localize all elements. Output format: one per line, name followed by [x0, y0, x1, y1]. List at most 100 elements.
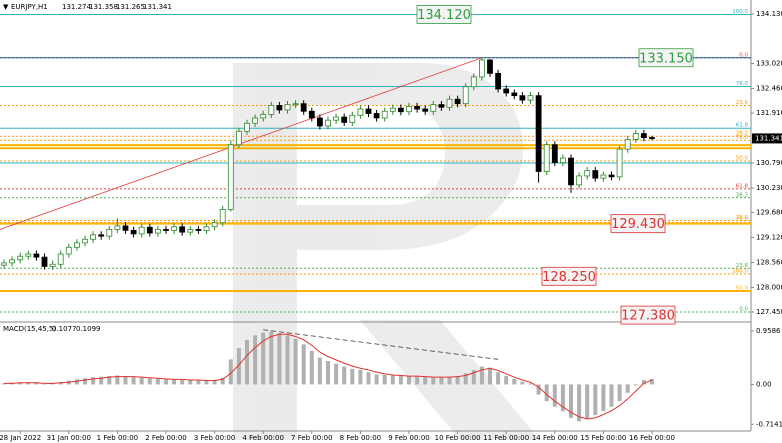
macd-bar [74, 379, 79, 385]
candle-body [454, 98, 461, 105]
x-tick-label: 28 Jan 2022 [0, 434, 41, 442]
candle-body [551, 144, 558, 163]
header: ▼ EURJPY,H1 131.274 131.358 131.265 131.… [3, 3, 172, 11]
candle-body [397, 107, 404, 113]
candle-body [187, 229, 194, 233]
macd-bar [609, 384, 614, 407]
x-tick-label: 2 Feb 00:00 [145, 434, 186, 442]
macd-bar [261, 332, 266, 385]
macd-value: 0.1077 [52, 325, 77, 333]
callout-box [416, 5, 472, 24]
macd-bar [285, 335, 290, 385]
macd-bar [155, 378, 160, 385]
macd-bar [42, 384, 47, 385]
fib-level-label: 100.0 [732, 269, 748, 275]
macd-bar [245, 339, 249, 385]
x-tick-label: 3 Feb 00:00 [194, 434, 235, 442]
y-tick-label: 128.560 [756, 258, 782, 266]
candle-body [9, 259, 16, 264]
y-tick-label: 0.9586 [756, 327, 781, 335]
candle-body [600, 174, 607, 179]
candle-body [527, 95, 534, 101]
candle-body [470, 76, 477, 88]
fib-level-label: 0.0 [739, 306, 748, 312]
callout-box [620, 305, 676, 325]
candle-body [357, 108, 364, 116]
macd-bar [488, 367, 492, 385]
x-tick-label: 9 Feb 00:00 [388, 434, 429, 442]
candle-body [82, 238, 88, 244]
candle-body [333, 116, 340, 121]
x-tick-label: 15 Feb 00:00 [580, 434, 626, 442]
macd-bar [560, 384, 565, 412]
candle-body [592, 170, 599, 179]
macd-bar [147, 378, 152, 385]
callout-label: 128.250 [542, 270, 596, 285]
symbol: EURJPY,H1 [11, 3, 48, 11]
x-tick-label: 7 Feb 00:00 [291, 434, 332, 442]
candle-body [389, 107, 396, 112]
macd-bar [188, 379, 193, 385]
macd-bar [139, 377, 144, 385]
candle-body [406, 105, 412, 113]
candle-body [90, 234, 96, 240]
macd-bar [431, 377, 436, 385]
candle-body [495, 72, 502, 90]
fib-level-label: 38.2 [736, 131, 748, 137]
candle-body [365, 108, 372, 114]
candle-body [511, 92, 518, 97]
macd-bar [544, 384, 549, 402]
macd-bar [625, 384, 630, 393]
candle-body [535, 95, 542, 172]
candle-body [33, 253, 40, 258]
macd-bar [455, 376, 460, 385]
macd-bar [277, 333, 282, 385]
macd-bar [528, 383, 533, 385]
current-price-label: 131.341 [755, 134, 782, 142]
macd-bar [650, 378, 654, 385]
macd-bar [301, 344, 306, 385]
macd-bar [309, 350, 314, 385]
candle-body [316, 117, 323, 127]
macd-bar [253, 335, 258, 385]
fib-level-label: 61.8 [736, 123, 749, 129]
candle-body [1, 262, 7, 266]
macd-signal-value: 0.1099 [76, 325, 101, 333]
candle-body [325, 119, 331, 127]
macd-bar [520, 381, 525, 385]
macd-bar [447, 376, 452, 385]
candle-body [98, 234, 105, 237]
candle-body [138, 226, 145, 235]
candle-body [300, 103, 307, 112]
candle-body [203, 226, 210, 231]
macd-bar [463, 373, 468, 385]
y-tick-label: 127.450 [756, 308, 782, 316]
candle-body [649, 137, 655, 139]
macd-bar [123, 376, 128, 385]
macd-bar [569, 384, 573, 418]
candle-body [292, 103, 299, 106]
macd-bar [2, 383, 6, 385]
macd-signal [4, 333, 653, 420]
candle-body [219, 208, 226, 224]
candle-body [122, 225, 129, 231]
y-tick-label: 130.230 [756, 184, 782, 192]
candle-body [57, 253, 64, 265]
x-tick-label: 4 Feb 00:00 [242, 434, 283, 442]
x-tick-label: 8 Feb 00:00 [340, 434, 381, 442]
macd-bar [269, 331, 274, 385]
y-tick-label: 128.000 [756, 283, 782, 291]
macd-bar [617, 384, 622, 402]
macd-bar [334, 363, 339, 385]
fib-level-label: 50.0 [736, 156, 749, 162]
candle-body [568, 157, 574, 186]
macd-bar [115, 375, 120, 385]
macd-bar [107, 376, 112, 385]
candle-body [49, 263, 56, 267]
macd-bar [423, 377, 428, 385]
callout-box [541, 266, 597, 286]
macd-bar [50, 383, 55, 385]
candle-body [260, 113, 267, 119]
ohlc-high: 131.358 [89, 3, 118, 11]
